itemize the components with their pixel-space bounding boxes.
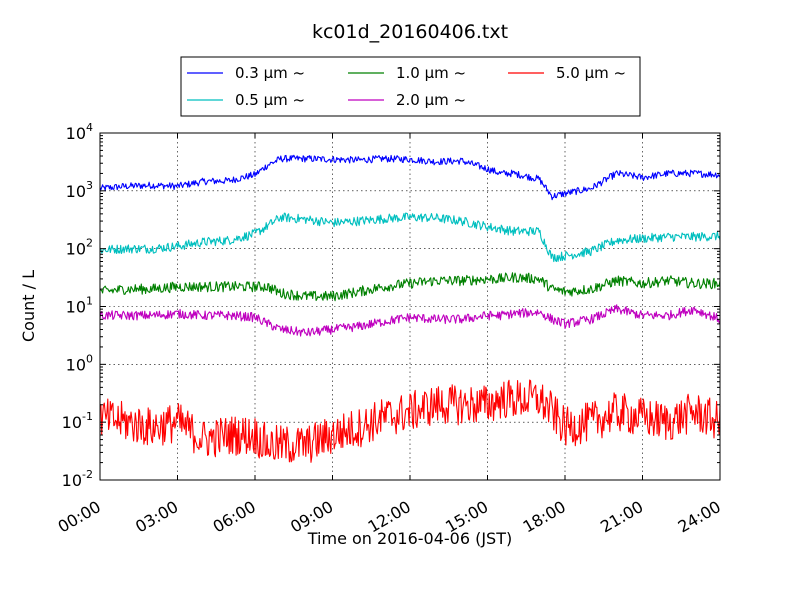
legend-label: 0.3 μm ~: [235, 64, 305, 82]
series-line-4: [99, 379, 721, 463]
y-tick-base: 10: [66, 355, 86, 374]
y-tick-label: 10-2: [62, 468, 93, 490]
x-tick-label: 06:00: [210, 497, 259, 537]
series-lines: [99, 154, 721, 463]
x-tick-label: 24:00: [675, 497, 724, 537]
legend-box: [180, 56, 641, 117]
y-tick-exponent: 2: [86, 237, 93, 250]
y-tick-exponent: 4: [86, 121, 93, 134]
y-tick-base: 10: [66, 124, 86, 143]
y-tick-label: 10-1: [62, 410, 93, 432]
y-tick-base: 10: [62, 471, 82, 490]
x-tick-label: 03:00: [132, 497, 181, 537]
y-tick-label: 102: [66, 237, 93, 259]
y-tick-exponent: 0: [86, 352, 93, 365]
legend-label: 0.5 μm ~: [235, 91, 305, 109]
series-line-0: [99, 154, 721, 201]
x-tick-label: 21:00: [597, 497, 646, 537]
y-tick-exponent: -1: [82, 410, 93, 423]
y-tick-label: 100: [66, 352, 93, 374]
legend-label: 5.0 μm ~: [556, 64, 626, 82]
y-tick-exponent: 1: [86, 295, 93, 308]
y-tick-label: 101: [66, 295, 93, 317]
series-line-3: [99, 304, 721, 337]
y-tick-exponent: 3: [86, 179, 93, 192]
y-tick-base: 10: [66, 240, 86, 259]
y-tick-base: 10: [62, 413, 82, 432]
series-line-2: [99, 272, 721, 302]
chart-title: kc01d_20160406.txt: [312, 21, 508, 43]
legend-label: 1.0 μm ~: [396, 64, 466, 82]
y-tick-label: 103: [66, 179, 93, 201]
y-axis-label: Count / L: [19, 270, 38, 342]
y-tick-base: 10: [66, 182, 86, 201]
x-tick-label: 18:00: [520, 497, 569, 537]
legend-label: 2.0 μm ~: [396, 91, 466, 109]
y-tick-base: 10: [66, 298, 86, 317]
y-tick-label: 104: [66, 121, 93, 143]
legend: 0.3 μm ~ 0.5 μm ~ 1.0 μm ~ 2.0 μm ~ 5.0 μm ~: [180, 56, 641, 117]
x-tick-label: 00:00: [55, 497, 104, 537]
x-axis-label: Time on 2016-04-06 (JST): [307, 529, 512, 548]
y-tick-exponent: -2: [82, 468, 93, 481]
series-line-1: [99, 212, 721, 263]
axis-ticks: 00:00 03:00 06:00 09:00 12:00 15:00 18:00 21:00…: [55, 121, 724, 537]
